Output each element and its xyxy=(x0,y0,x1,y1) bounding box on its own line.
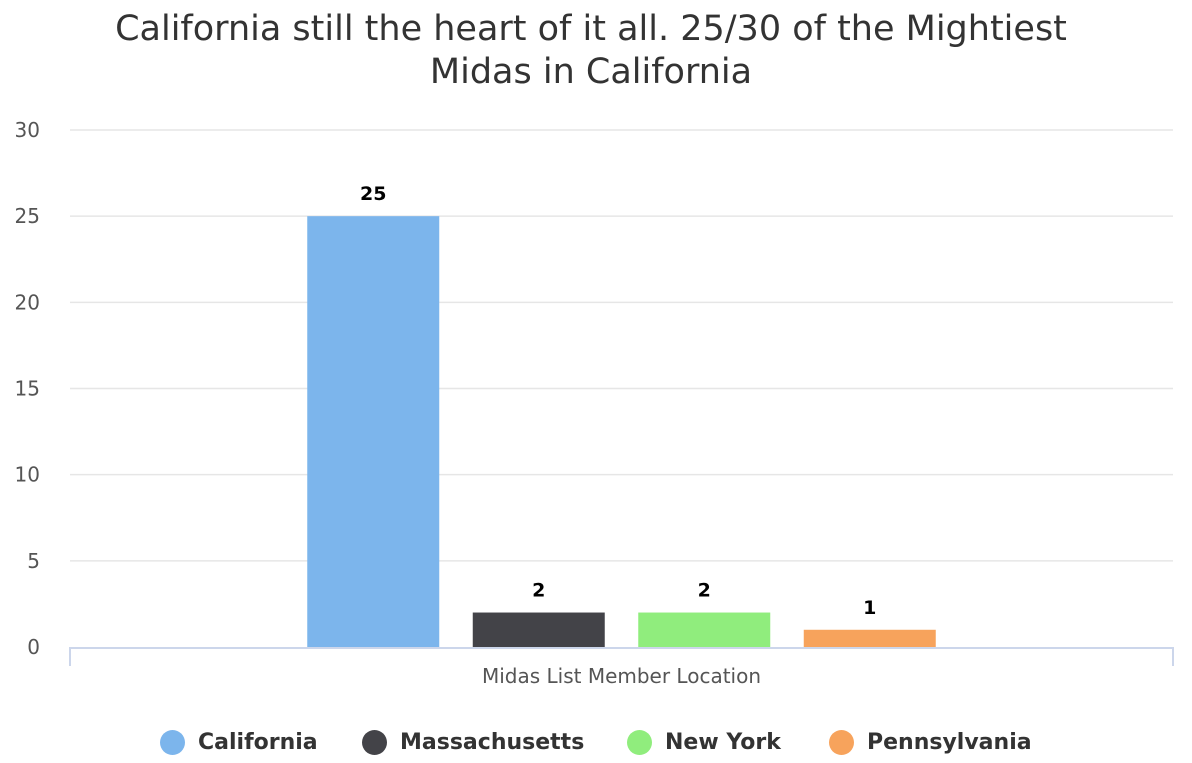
chart-title: California still the heart of it all. 25… xyxy=(115,9,1067,92)
bar-california[interactable] xyxy=(307,216,440,647)
bar-new-york[interactable] xyxy=(638,612,771,647)
legend-marker xyxy=(362,729,387,755)
legend-label: New York xyxy=(665,729,781,755)
legend-marker xyxy=(627,729,652,755)
data-label: 2 xyxy=(698,580,711,602)
data-labels: 25 2 2 1 xyxy=(360,183,876,619)
bar-pennsylvania[interactable] xyxy=(803,629,936,647)
data-label: 25 xyxy=(360,183,386,205)
legend-marker xyxy=(829,729,854,755)
y-tick-label: 10 xyxy=(15,463,40,487)
bar-group xyxy=(307,216,936,647)
legend: California Massachusetts New York Pennsylva… xyxy=(0,724,1192,760)
x-axis xyxy=(69,647,1174,666)
legend-marker xyxy=(160,729,185,755)
y-axis-ticks: 0 5 10 15 20 25 30 xyxy=(15,118,40,659)
legend-item-new-york[interactable]: New York xyxy=(627,724,781,760)
bar-massachusetts[interactable] xyxy=(472,612,605,647)
legend-item-california[interactable]: California xyxy=(160,724,318,760)
data-label: 1 xyxy=(863,597,876,619)
gridlines xyxy=(70,129,1173,562)
legend-label: California xyxy=(198,729,318,755)
y-tick-label: 20 xyxy=(15,290,40,314)
legend-label: Pennsylvania xyxy=(867,729,1032,755)
data-label: 2 xyxy=(532,580,545,602)
legend-item-pennsylvania[interactable]: Pennsylvania xyxy=(829,724,1032,760)
y-tick-label: 5 xyxy=(27,549,40,573)
x-axis-label: Midas List Member Location xyxy=(482,664,761,688)
legend-item-massachusetts[interactable]: Massachusetts xyxy=(362,724,584,760)
y-tick-label: 0 xyxy=(27,635,40,659)
y-tick-label: 15 xyxy=(15,377,40,401)
y-tick-label: 30 xyxy=(15,118,40,142)
y-tick-label: 25 xyxy=(15,204,40,228)
legend-label: Massachusetts xyxy=(400,729,585,755)
plot-area: 0 5 10 15 20 25 30 25 2 2 1 Midas List Member Loc… xyxy=(15,118,1174,688)
